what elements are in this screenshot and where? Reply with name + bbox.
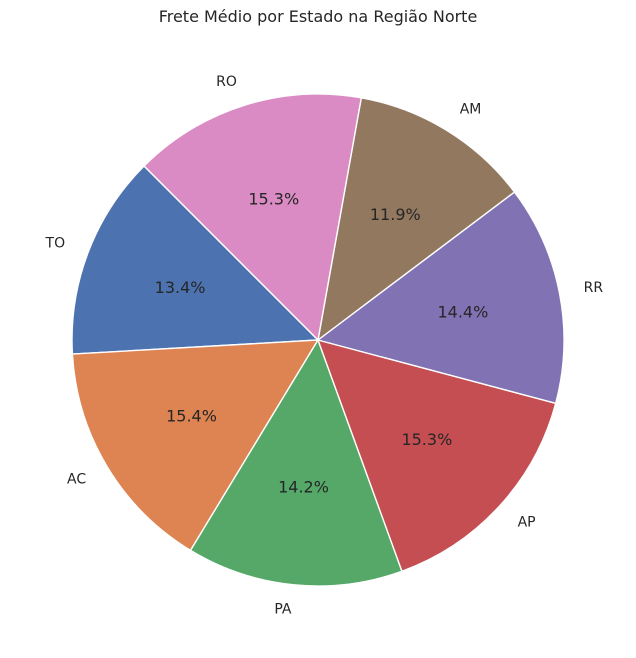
pie-slice-pa: [189, 339, 403, 587]
slice-label-ac: AC: [67, 472, 86, 488]
slice-label-am: AM: [460, 101, 482, 117]
pie-wedges: [71, 93, 565, 587]
pie-slice-ro: [143, 93, 362, 341]
slice-percent-pa: 14.2%: [278, 477, 329, 496]
slice-percent-am: 11.9%: [370, 205, 421, 224]
slice-label-ro: RO: [216, 74, 237, 90]
pie-slice-am: [317, 97, 516, 341]
slice-percent-to: 13.4%: [155, 278, 206, 297]
pie-labels: TO 13.4% AC 15.4% PA 14.2% AP 15.3% RR 14.4% AM 11.…: [45, 74, 604, 617]
chart-title: Frete Médio por Estado na Região Norte: [158, 7, 478, 26]
pie-slice-rr: [317, 191, 565, 404]
pie-slice-ac: [71, 339, 319, 552]
slice-percent-ac: 15.4%: [166, 407, 217, 426]
pie-slice-ap: [317, 339, 557, 572]
slice-label-ap: AP: [518, 515, 536, 531]
slice-label-pa: PA: [274, 601, 292, 617]
slice-label-rr: RR: [584, 280, 604, 296]
slice-percent-ro: 15.3%: [248, 190, 299, 209]
slice-label-to: TO: [45, 236, 66, 252]
slice-percent-ap: 15.3%: [401, 430, 452, 449]
slice-percent-rr: 14.4%: [437, 302, 488, 321]
pie-slice-to: [71, 165, 319, 355]
